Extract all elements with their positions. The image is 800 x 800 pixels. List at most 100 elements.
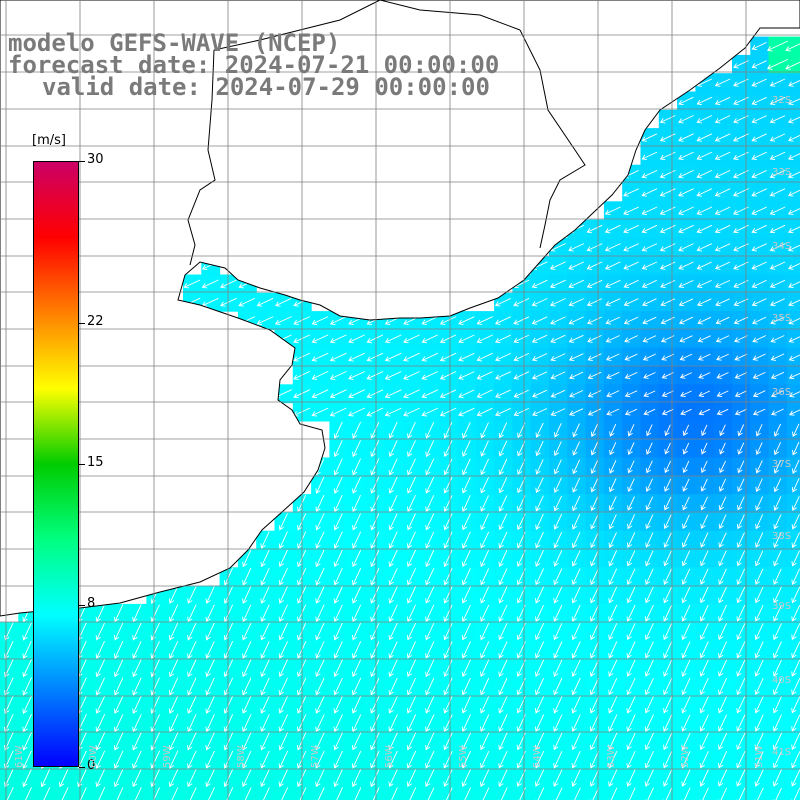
wind-arrow	[627, 514, 636, 530]
wind-arrow	[421, 389, 439, 399]
wind-arrow	[716, 408, 729, 416]
wind-arrow	[714, 96, 731, 106]
wind-arrow	[696, 279, 712, 288]
wind-arrow	[644, 677, 654, 696]
wind-arrow	[223, 677, 234, 696]
wind-arrow	[223, 714, 234, 733]
wind-arrow	[132, 768, 142, 788]
wind-arrow	[403, 334, 420, 344]
wind-arrow	[678, 224, 694, 234]
wind-arrow	[25, 787, 32, 800]
wind-arrow	[531, 353, 548, 362]
wind-arrow	[699, 714, 709, 732]
wind-arrow	[608, 787, 618, 800]
wind-arrow	[663, 550, 672, 567]
wind-arrow	[571, 732, 581, 751]
wind-arrow	[315, 750, 325, 769]
wind-arrow	[550, 298, 566, 307]
wind-arrow	[351, 641, 362, 659]
wind-arrow	[659, 115, 676, 124]
wind-arrow	[643, 390, 656, 398]
wind-cell	[786, 219, 800, 239]
wind-arrow	[534, 750, 545, 769]
wind-arrow	[535, 513, 544, 530]
wind-arrow	[498, 477, 508, 494]
wind-arrow	[443, 750, 453, 769]
wind-arrow	[788, 336, 800, 343]
wind-arrow	[187, 714, 197, 733]
wind-arrow	[443, 714, 453, 732]
wind-arrow	[736, 514, 745, 530]
wind-arrow	[590, 423, 599, 438]
wind-arrow	[589, 714, 600, 732]
wind-arrow	[425, 641, 435, 659]
latitude-label: 40S	[772, 675, 792, 686]
wind-arrow	[608, 623, 618, 641]
wind-arrow	[642, 316, 657, 325]
wind-arrow	[443, 586, 453, 604]
wind-arrow	[366, 334, 384, 344]
wind-cell	[786, 201, 800, 221]
wind-arrow	[187, 604, 197, 623]
wind-arrow	[788, 98, 800, 106]
wind-arrow	[663, 514, 672, 530]
wind-cell	[786, 420, 800, 440]
wind-arrow	[370, 787, 380, 800]
wind-arrow	[461, 677, 471, 696]
wind-arrow	[425, 769, 435, 787]
wind-arrow	[678, 169, 694, 179]
wind-arrow	[498, 696, 508, 714]
wind-arrow	[571, 604, 581, 622]
wind-arrow	[476, 316, 493, 325]
wind-arrow	[788, 299, 800, 307]
wind-cell	[786, 274, 800, 294]
wind-arrow	[406, 568, 417, 586]
wind-arrow	[370, 586, 380, 604]
wind-arrow	[696, 151, 713, 161]
wind-arrow	[608, 714, 618, 732]
wind-arrow	[421, 407, 439, 417]
border-line	[519, 29, 586, 249]
wind-arrow	[717, 751, 728, 769]
wind-arrow	[754, 769, 764, 787]
wind-arrow	[406, 586, 417, 604]
wind-arrow	[4, 677, 14, 696]
wind-arrow	[644, 641, 654, 659]
wind-arrow	[535, 495, 544, 512]
wind-arrow	[224, 787, 234, 800]
wind-arrow	[278, 659, 289, 678]
wind-arrow	[733, 316, 748, 325]
wind-arrow	[461, 495, 471, 512]
wind-arrow	[480, 440, 489, 457]
wind-arrow	[641, 279, 657, 288]
wind-arrow	[608, 478, 617, 493]
latitude-label: 33S	[772, 167, 792, 178]
wind-arrow	[659, 243, 676, 252]
wind-cell	[274, 786, 294, 800]
wind-arrow	[531, 316, 548, 325]
wind-arrow	[791, 496, 800, 511]
wind-arrow	[352, 549, 362, 568]
wind-arrow	[644, 714, 654, 732]
wind-cell	[420, 786, 440, 800]
wind-arrow	[315, 714, 325, 733]
wind-arrow	[333, 531, 343, 549]
wind-cell	[786, 585, 800, 605]
wind-arrow	[549, 261, 566, 270]
wind-arrow	[370, 696, 380, 714]
wind-arrow	[388, 586, 398, 604]
wind-arrow	[132, 750, 142, 769]
wind-arrow	[568, 353, 584, 362]
wind-arrow	[168, 750, 179, 769]
wind-arrow	[113, 768, 124, 788]
wind-cell	[256, 786, 276, 800]
wind-arrow	[752, 353, 766, 361]
wind-arrow	[352, 421, 362, 439]
colorbar-tick-label: 8	[87, 596, 96, 612]
wind-arrow	[205, 750, 215, 769]
wind-arrow	[333, 568, 343, 586]
wind-arrow	[403, 352, 420, 362]
wind-arrow	[315, 604, 325, 623]
wind-arrow	[682, 514, 690, 530]
wind-arrow	[590, 496, 599, 512]
